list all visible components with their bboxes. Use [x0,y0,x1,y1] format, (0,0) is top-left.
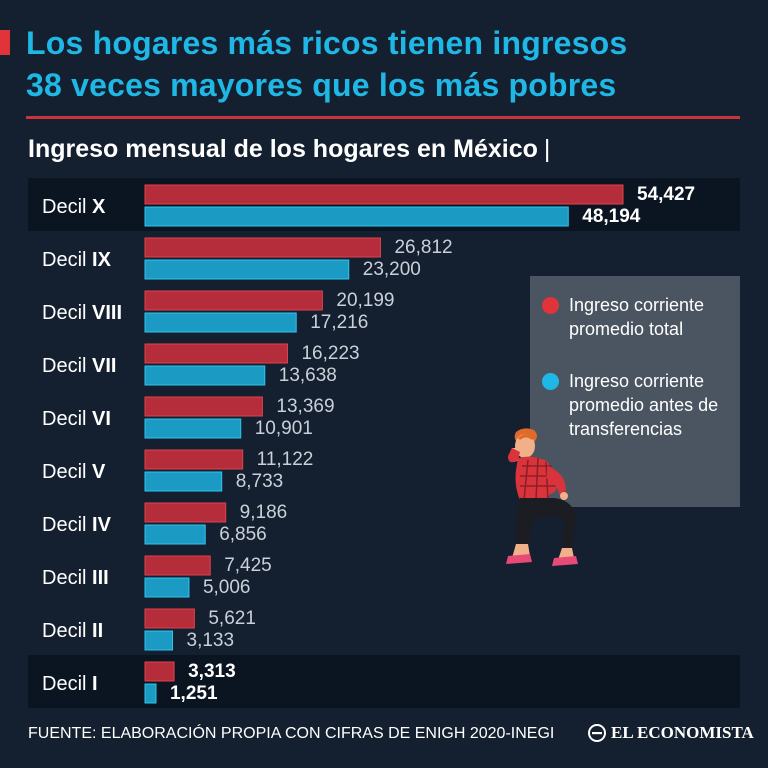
headline: Los hogares más ricos tienen ingresos 38… [26,22,756,106]
bar-before-transfers-decil-viii [144,312,297,333]
bar-total-decil-viii [144,290,323,311]
bar-before-transfers-decil-i [144,683,157,704]
chart-title: Ingreso mensual de los hogares en México [28,135,538,163]
bar-before-transfers-decil-vi [144,418,242,439]
value-label-total-decil-v: 11,122 [257,449,314,470]
value-label-total-decil-vi: 13,369 [276,396,334,417]
value-label-before-transfers-decil-i: 1,251 [170,683,218,704]
brand-logo: EL ECONOMISTA [588,722,754,744]
headline-line-2: 38 veces mayores que los más pobres [26,67,617,103]
value-label-before-transfers-decil-vi: 10,901 [255,418,313,439]
legend-dot-blue-icon [542,373,559,390]
value-label-total-decil-iii: 7,425 [224,555,272,576]
category-label-decil-vi: Decil VI [42,408,111,430]
category-label-decil-i: Decil I [42,673,98,695]
value-label-before-transfers-decil-x: 48,194 [582,206,641,227]
source-note: FUENTE: ELABORACIÓN PROPIA CON CIFRAS DE… [28,725,555,742]
bar-total-decil-vii [144,343,288,364]
title-divider [26,116,740,119]
value-label-before-transfers-decil-iii: 5,006 [203,577,251,598]
value-label-before-transfers-decil-v: 8,733 [236,471,284,492]
category-label-decil-ii: Decil II [42,620,103,642]
bar-before-transfers-decil-vii [144,365,266,386]
headline-line-1: Los hogares más ricos tienen ingresos [26,25,628,61]
value-label-total-decil-i: 3,313 [188,661,236,682]
bar-total-decil-i [144,661,175,682]
bar-before-transfers-decil-ix [144,259,350,280]
value-label-total-decil-x: 54,427 [637,184,695,205]
category-label-decil-x: Decil X [42,196,106,218]
category-label-decil-iii: Decil III [42,567,109,589]
legend-label-total: Ingreso corriente promedio total [569,295,705,339]
legend-item-total: Ingreso corriente promedio total [542,293,739,341]
bar-total-decil-iv [144,502,227,523]
category-label-decil-ix: Decil IX [42,249,112,271]
value-label-total-decil-viii: 20,199 [336,290,394,311]
bar-total-decil-iii [144,555,211,576]
value-label-before-transfers-decil-vii: 13,638 [279,365,337,386]
legend-item-before-transfers: Ingreso corriente promedio antes de tran… [542,369,739,441]
highlight-row-decil-i [28,655,740,708]
bar-total-decil-x [144,184,624,205]
value-label-before-transfers-decil-viii: 17,216 [310,312,368,333]
bar-before-transfers-decil-iii [144,577,190,598]
legend: Ingreso corriente promedio total Ingreso… [530,276,740,507]
bar-before-transfers-decil-x [144,206,569,227]
value-label-total-decil-vii: 16,223 [301,343,359,364]
category-label-decil-v: Decil V [42,461,106,483]
value-label-total-decil-iv: 9,186 [240,502,288,523]
bar-total-decil-ix [144,237,381,258]
category-label-decil-vii: Decil VII [42,355,116,377]
bar-before-transfers-decil-iv [144,524,206,545]
accent-bar [0,30,10,55]
category-label-decil-iv: Decil IV [42,514,112,536]
legend-label-before-transfers: Ingreso corriente promedio antes de tran… [569,371,719,439]
title-cursor: | [543,135,551,163]
worried-person-illustration-icon [506,428,578,566]
legend-dot-red-icon [542,297,559,314]
category-label-decil-viii: Decil VIII [42,302,122,324]
chart-subtitle: Ingreso mensual de los hogares en México… [28,132,550,166]
value-label-total-decil-ix: 26,812 [394,237,452,258]
brand-name: EL ECONOMISTA [611,723,754,742]
brand-e-icon [588,724,606,742]
bar-before-transfers-decil-v [144,471,223,492]
bar-before-transfers-decil-ii [144,630,174,651]
value-label-before-transfers-decil-ii: 3,133 [187,630,235,651]
bar-total-decil-vi [144,396,263,417]
bar-total-decil-v [144,449,244,470]
value-label-before-transfers-decil-iv: 6,856 [219,524,267,545]
value-label-before-transfers-decil-ix: 23,200 [363,259,421,280]
value-label-total-decil-ii: 5,621 [208,608,256,629]
bar-total-decil-ii [144,608,195,629]
